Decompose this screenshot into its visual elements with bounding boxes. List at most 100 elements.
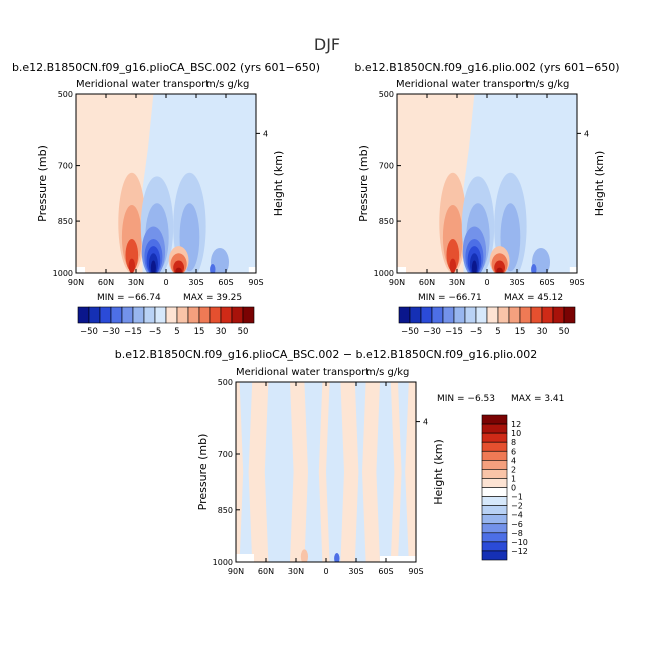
negative-band	[264, 382, 294, 562]
colorbar-label: 15	[515, 327, 526, 337]
colorbar-label: 15	[194, 327, 205, 337]
contour-blob	[531, 264, 537, 273]
colorbar-swatch	[442, 306, 455, 324]
contour-blob	[300, 549, 308, 562]
contour-blob	[175, 267, 182, 273]
colorbar-swatch	[530, 306, 543, 324]
colorbar-label: −50	[80, 327, 98, 337]
x-tick-label: 30S	[348, 567, 363, 576]
x-tick-label: 30N	[449, 278, 465, 287]
colorbar-swatch	[475, 306, 488, 324]
x-tick-label: 60S	[539, 278, 554, 287]
min-label: MIN = −66.74	[97, 293, 161, 303]
colorbar-label: −12	[511, 547, 528, 556]
colorbar-label: −15	[124, 327, 142, 337]
colorbar-swatch	[481, 423, 508, 434]
colorbar-swatch	[481, 505, 508, 515]
x-tick-label: 30N	[288, 567, 304, 576]
contour-blob	[125, 238, 139, 272]
colorbar-label: 30	[216, 327, 227, 337]
y-tick-label: 700	[58, 162, 73, 171]
colorbar-label: 8	[511, 438, 516, 447]
colorbar-label: −1	[511, 493, 523, 502]
colorbar-swatch	[481, 550, 508, 561]
x-tick-label: 60N	[258, 567, 274, 576]
plot-field	[236, 382, 416, 562]
panel-units: m/s g/kg	[206, 79, 249, 90]
colorbar-label: −8	[511, 529, 523, 538]
x-tick-label: 90S	[248, 278, 263, 287]
colorbar-swatch	[486, 306, 499, 324]
panel-units: m/s g/kg	[526, 79, 569, 90]
colorbar-label: 30	[537, 327, 548, 337]
max-label: MAX = 39.25	[183, 293, 242, 303]
contour-blob	[150, 260, 156, 273]
contour-plot: 90N 60N 30N 0 30S 60S 90S 500 700 850 1000 4 Pressur…	[357, 90, 606, 287]
colorbar-swatch	[242, 306, 255, 324]
x-tick-label: 90S	[569, 278, 584, 287]
panel-subtitle: Meridional water transport	[236, 367, 369, 378]
x-tick-label: 60S	[218, 278, 233, 287]
x-tick-label: 90N	[228, 567, 244, 576]
colorbar-swatch	[453, 306, 466, 324]
colorbar-label: −5	[470, 327, 483, 337]
colorbar-swatch	[481, 496, 508, 506]
contour-blob	[471, 260, 477, 273]
y-axis-label: Pressure (mb)	[196, 434, 209, 511]
x-tick-label: 0	[484, 278, 489, 287]
colorbar-top: −50 −30 −15 −5 5 15 30 50 −50 −30 −15 −5 5 15 30 50	[77, 306, 576, 337]
panel-title: b.e12.B1850CN.f09_g16.plioCA_BSC.002 − b…	[115, 348, 537, 361]
colorbar-label: 2	[511, 465, 516, 474]
colorbar-label: 5	[495, 327, 500, 337]
y-tick-label: 850	[58, 217, 73, 226]
x-tick-label: 0	[323, 567, 328, 576]
colorbar-swatch	[541, 306, 554, 324]
colorbar-swatch	[508, 306, 521, 324]
colorbar-label: −4	[511, 511, 523, 520]
terrain-mask	[380, 556, 416, 562]
contour-blob	[334, 553, 340, 562]
colorbar-swatch	[481, 487, 508, 497]
panel-title: b.e12.B1850CN.f09_g16.plio.002 (yrs 601−…	[354, 61, 619, 74]
colorbar-label: −15	[445, 327, 463, 337]
x-tick-label: 90S	[408, 567, 423, 576]
colorbar-swatch	[481, 532, 508, 543]
terrain-mask	[236, 554, 254, 562]
colorbar-swatch	[552, 306, 565, 324]
colorbar-swatch	[165, 306, 178, 324]
colorbar-swatch	[187, 306, 200, 324]
colorbar-swatch	[99, 306, 112, 324]
colorbar-label: 50	[559, 327, 570, 337]
contour-blob	[449, 258, 457, 273]
colorbar-swatch	[88, 306, 101, 324]
y-tick-label: 1000	[53, 269, 73, 278]
y2-tick-label: 4	[423, 418, 428, 427]
colorbar-swatch	[481, 478, 508, 488]
colorbar-swatch	[220, 306, 233, 324]
colorbar-swatch	[231, 306, 244, 324]
colorbar-label: 10	[511, 429, 521, 438]
colorbar-swatch	[481, 469, 508, 479]
y-tick-label: 850	[379, 217, 394, 226]
contour-plot: 90N 60N 30N 0 30S 60S 90S 500 700 850 1000 4 Pressur…	[36, 90, 285, 287]
y-tick-label: 500	[58, 90, 73, 99]
colorbar-label: 1	[511, 474, 516, 483]
panel-title: b.e12.B1850CN.f09_g16.plioCA_BSC.002 (yr…	[12, 61, 320, 74]
colorbar-swatch	[497, 306, 510, 324]
terrain-mask	[569, 267, 577, 273]
colorbar-swatch	[398, 306, 411, 324]
contour-plot: 90N 60N 30N 0 30S 60S 90S 500 700 850 1000 4 Pressur…	[196, 378, 445, 576]
contour-blob	[446, 238, 460, 272]
colorbar-swatch	[481, 414, 508, 425]
min-label: MIN = −66.71	[418, 293, 482, 303]
panel-plio: b.e12.B1850CN.f09_g16.plio.002 (yrs 601−…	[354, 61, 619, 303]
plot-field	[397, 94, 577, 273]
terrain-mask	[248, 267, 256, 273]
colorbar-label: −6	[511, 520, 523, 529]
colorbar-label: −2	[511, 502, 523, 511]
contour-blob	[532, 247, 550, 273]
colorbar-swatch	[464, 306, 477, 324]
colorbar-swatch	[121, 306, 134, 324]
contour-blob	[496, 267, 503, 273]
